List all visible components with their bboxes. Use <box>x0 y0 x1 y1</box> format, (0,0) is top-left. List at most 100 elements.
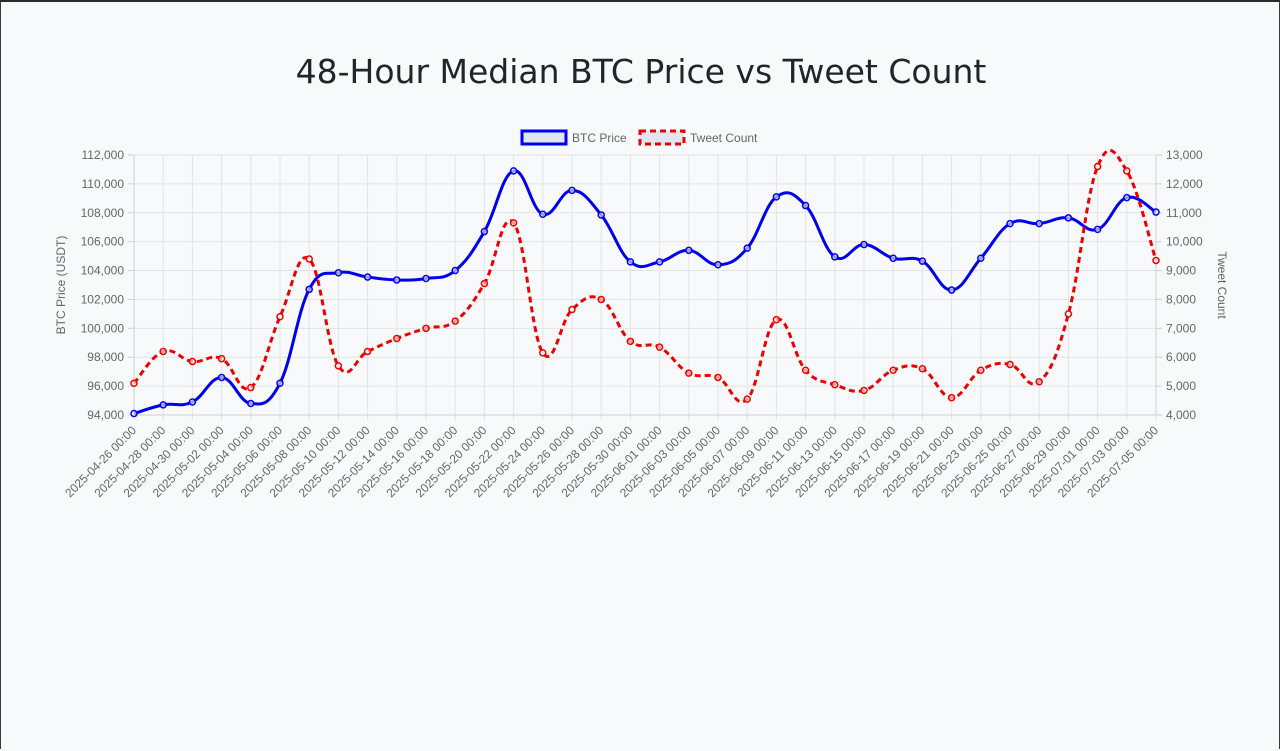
btc-price-point <box>889 254 897 263</box>
right-axis-title: Tweet Count <box>1215 251 1229 319</box>
series-layer <box>130 148 1160 418</box>
tweet-count-point <box>363 347 372 356</box>
tweet-count-point <box>422 324 430 333</box>
right-tick-label: 7,000 <box>1166 321 1196 335</box>
tweet-count-point <box>685 369 693 377</box>
btc-price-point <box>743 244 751 252</box>
btc-price-legend-swatch <box>520 129 568 146</box>
btc-price-point <box>977 254 985 263</box>
tweet-count-point <box>568 305 576 314</box>
left-tick-label: 100,000 <box>81 321 125 335</box>
right-tick-label: 11,000 <box>1166 206 1202 220</box>
left-axis-title: BTC Price (USDT) <box>54 236 68 335</box>
tweet-count-point <box>977 366 985 374</box>
left-tick-label: 104,000 <box>81 264 125 278</box>
btc-price-point <box>539 210 547 218</box>
btc-price-point <box>1123 193 1131 202</box>
tweet-count-point <box>801 366 810 374</box>
btc-price-point <box>480 227 489 236</box>
btc-price-point <box>685 246 693 255</box>
tweet-count-point <box>305 255 313 263</box>
btc-price-point <box>451 266 459 275</box>
tweet-count-point <box>772 315 781 324</box>
right-tick-label: 12,000 <box>1166 177 1203 191</box>
tweet-count-point <box>1006 360 1014 369</box>
left-tick-label: 110,000 <box>82 177 125 191</box>
btc-price-point <box>363 273 372 281</box>
chart-title: 48-Hour Median BTC Price vs Tweet Count <box>295 52 987 91</box>
left-tick-label: 96,000 <box>87 379 124 393</box>
tweet-count-point <box>130 379 138 387</box>
right-tick-label: 8,000 <box>1166 292 1196 306</box>
tweet-count-point <box>188 357 197 366</box>
left-y-axis: 94,000 96,000 98,000 100,000 102,000 104,000 1… <box>54 148 135 422</box>
tweet-count-point <box>889 366 897 374</box>
tweet-count-point <box>539 349 547 357</box>
legend[interactable]: BTC Price Tweet Count <box>520 129 758 146</box>
btc-price-point <box>860 240 868 249</box>
tweet-count-point <box>276 313 284 321</box>
btc-price-point <box>276 379 284 387</box>
tweet-count-point <box>1064 310 1073 318</box>
tweet-count-point <box>655 343 664 351</box>
tweet-count-point <box>247 383 255 392</box>
tweet-count-point <box>480 279 489 288</box>
right-tick-label: 13,000 <box>1166 148 1203 162</box>
right-tick-label: 10,000 <box>1166 235 1203 249</box>
left-tick-label: 98,000 <box>87 350 124 364</box>
tweet-count-legend-label[interactable]: Tweet Count <box>690 131 758 145</box>
tweet-count-point <box>509 219 518 227</box>
tweet-count-point <box>626 337 635 346</box>
tweet-count-point <box>451 317 459 325</box>
btc-price-point <box>947 286 956 294</box>
left-tick-label: 112,000 <box>82 148 125 162</box>
btc-price-point <box>568 186 576 195</box>
btc-price-point <box>597 211 605 219</box>
btc-price-point <box>130 409 138 418</box>
tweet-count-point <box>1123 167 1131 175</box>
tweet-count-point <box>743 395 751 403</box>
grid-lines <box>133 154 1157 421</box>
left-tick-label: 102,000 <box>81 292 125 306</box>
tweet-count-point <box>1152 256 1160 265</box>
left-tick-label: 108,000 <box>81 206 125 220</box>
btc-price-point <box>655 258 664 266</box>
tweet-count-point <box>918 365 927 373</box>
right-tick-label: 6,000 <box>1166 350 1196 364</box>
btc-price-point <box>247 399 255 408</box>
tweet-count-point <box>217 354 226 363</box>
tweet-count-point <box>1093 162 1102 171</box>
tweet-count-point <box>393 334 401 343</box>
tweet-count-legend-swatch <box>638 129 686 146</box>
right-tick-label: 5,000 <box>1166 379 1196 393</box>
btc-price-point <box>918 257 927 265</box>
right-tick-label: 4,000 <box>1166 408 1196 422</box>
tweet-count-point <box>159 347 167 356</box>
btc-price-legend-label[interactable]: BTC Price <box>572 131 627 145</box>
left-tick-label: 94,000 <box>87 408 124 422</box>
tweet-count-point <box>334 362 343 370</box>
right-y-axis: 4,000 5,000 6,000 7,000 8,000 9,000 10,000 11,0… <box>1155 148 1229 422</box>
btc-price-point <box>159 401 167 409</box>
btc-price-point <box>772 193 781 201</box>
btc-price-point <box>1035 219 1043 228</box>
btc-price-point <box>422 274 430 283</box>
btc-price-point <box>801 201 810 210</box>
btc-price-line <box>133 169 1157 415</box>
tweet-count-point <box>1035 378 1043 386</box>
btc-price-point <box>1093 225 1102 234</box>
btc-price-point <box>509 167 518 175</box>
btc-price-point <box>305 285 313 294</box>
btc-price-point <box>626 258 635 266</box>
btc-price-point <box>393 276 401 284</box>
tweet-count-line <box>132 148 1158 404</box>
btc-price-point <box>1064 214 1073 222</box>
btc-price-point <box>334 268 343 277</box>
right-tick-label: 9,000 <box>1166 264 1196 278</box>
tweet-count-point <box>597 295 605 304</box>
btc-price-point <box>1152 208 1160 216</box>
btc-price-point <box>714 261 722 269</box>
btc-price-point <box>1006 219 1014 228</box>
